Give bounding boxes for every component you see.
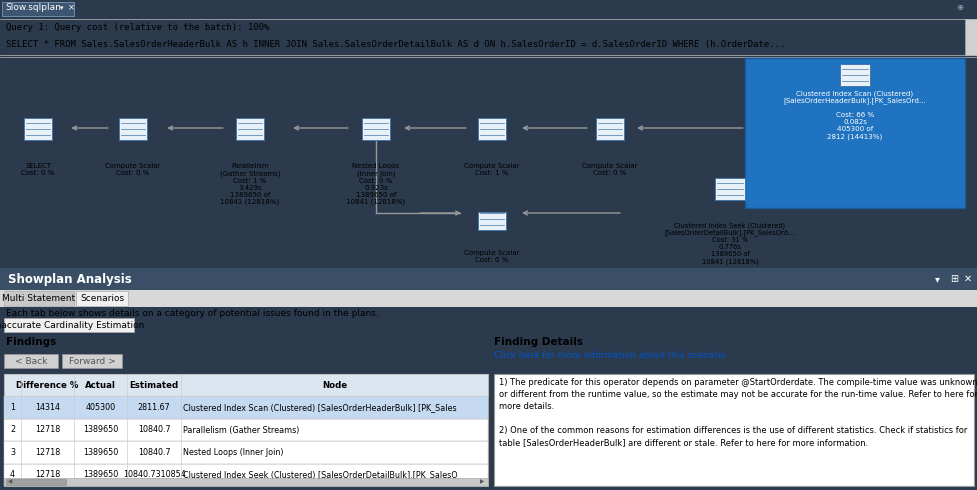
FancyBboxPatch shape [4, 318, 134, 332]
Bar [4, 478, 488, 486]
Text: Estimated: Estimated [129, 381, 179, 390]
Text: 10840.7: 10840.7 [138, 425, 170, 435]
Text: Clustered Index Seek (Clustered)
[SalesOrderDetailBulk].[PK_SalesOrd...
Cost: 31: Clustered Index Seek (Clustered) [SalesO… [664, 222, 794, 265]
Text: Query 1: Query cost (relative to the batch): 100%: Query 1: Query cost (relative to the bat… [6, 24, 269, 32]
Bar [6, 479, 65, 485]
Bar [4, 396, 488, 419]
Bar [0, 290, 977, 307]
Text: ▾: ▾ [934, 274, 939, 284]
Text: Compute Scalar
Cost: 0 %: Compute Scalar Cost: 0 % [106, 163, 160, 176]
Text: Findings: Findings [6, 337, 57, 347]
Text: Each tab below shows details on a category of potential issues found in the plan: Each tab below shows details on a catego… [6, 310, 378, 318]
Text: 2811.67: 2811.67 [138, 403, 170, 412]
Text: SELECT
Cost: 0 %: SELECT Cost: 0 % [21, 163, 55, 176]
Text: Clustered Index Seek (Clustered) [SalesOrderDetailBulk].[PK_SalesO: Clustered Index Seek (Clustered) [SalesO… [183, 470, 457, 479]
Bar [235, 118, 264, 140]
Text: ×: × [68, 3, 75, 13]
FancyBboxPatch shape [76, 291, 128, 306]
Bar [361, 118, 390, 140]
Text: 1389650: 1389650 [83, 470, 118, 479]
Text: ⊕: ⊕ [956, 3, 962, 13]
Text: Forward >: Forward > [68, 357, 115, 366]
Bar [595, 118, 623, 140]
Text: 14314: 14314 [35, 403, 60, 412]
FancyBboxPatch shape [4, 291, 74, 306]
Text: 2) One of the common reasons for estimation differences is the use of different : 2) One of the common reasons for estimat… [498, 426, 966, 447]
Bar [4, 374, 488, 396]
Text: ⊞: ⊞ [949, 274, 957, 284]
Bar [4, 419, 488, 441]
Text: ◀: ◀ [8, 480, 13, 485]
Bar [478, 212, 505, 230]
Text: 1: 1 [10, 403, 15, 412]
Bar [4, 441, 488, 464]
Text: < Back: < Back [15, 357, 47, 366]
Text: Clustered Index Scan (Clustered)
[SalesOrderHeaderBulk].[PK_SalesOrd...

Cost: 6: Clustered Index Scan (Clustered) [SalesO… [783, 90, 925, 140]
Text: Scenarios: Scenarios [80, 294, 124, 303]
Bar [478, 118, 505, 140]
Text: Node: Node [321, 381, 347, 390]
FancyBboxPatch shape [62, 354, 122, 368]
Bar [493, 374, 973, 486]
Bar [964, 19, 976, 55]
Text: 3: 3 [10, 448, 15, 457]
Text: Compute Scalar
Cost: 1 %: Compute Scalar Cost: 1 % [464, 163, 519, 176]
Text: 2: 2 [10, 425, 15, 435]
Text: 10840.7310854: 10840.7310854 [122, 470, 186, 479]
Text: Actual: Actual [85, 381, 116, 390]
Bar [714, 178, 744, 200]
FancyBboxPatch shape [4, 354, 58, 368]
Text: ▶: ▶ [480, 480, 484, 485]
Text: 1389650: 1389650 [83, 425, 118, 435]
Text: 4: 4 [10, 470, 15, 479]
Bar [4, 464, 488, 486]
Text: Nested Loops (Inner Join): Nested Loops (Inner Join) [183, 448, 283, 457]
Text: ▾: ▾ [60, 5, 64, 11]
Text: Clustered Index Scan (Clustered) [SalesOrderHeaderBulk] [PK_Sales: Clustered Index Scan (Clustered) [SalesO… [183, 403, 456, 412]
Bar [24, 118, 52, 140]
Text: 12718: 12718 [35, 448, 61, 457]
Text: Parallelism (Gather Streams): Parallelism (Gather Streams) [183, 425, 299, 435]
Bar [744, 58, 964, 208]
Bar [839, 64, 870, 86]
Text: 12718: 12718 [35, 470, 61, 479]
Text: Difference %: Difference % [17, 381, 79, 390]
Text: 10840.7: 10840.7 [138, 448, 170, 457]
Text: Showplan Analysis: Showplan Analysis [8, 272, 132, 286]
Text: SELECT * FROM Sales.SalesOrderHeaderBulk AS h INNER JOIN Sales.SalesOrderDetailB: SELECT * FROM Sales.SalesOrderHeaderBulk… [6, 40, 785, 49]
Text: 1) The predicate for this operator depends on parameter @StartOrderdate. The com: 1) The predicate for this operator depen… [498, 378, 977, 411]
Text: Click here for more information about this scenario: Click here for more information about th… [493, 350, 725, 360]
Text: Slow.sqlplan: Slow.sqlplan [5, 3, 61, 13]
Text: Nested Loops
(Inner Join)
Cost: 0 %
0.923s
1389650 of
10841 (12818%): Nested Loops (Inner Join) Cost: 0 % 0.92… [346, 163, 405, 205]
Text: Parallelism
(Gather Streams)
Cost: 1 %
3.429s
1389650 of
10841 (12818%): Parallelism (Gather Streams) Cost: 1 % 3… [220, 163, 280, 205]
Text: 405300: 405300 [86, 403, 115, 412]
Bar [4, 374, 488, 486]
Text: 12718: 12718 [35, 425, 61, 435]
Text: Finding Details: Finding Details [493, 337, 582, 347]
Text: ✕: ✕ [963, 274, 971, 284]
Text: Multi Statement: Multi Statement [2, 294, 75, 303]
FancyBboxPatch shape [2, 2, 74, 16]
Text: Compute Scalar
Cost: 0 %: Compute Scalar Cost: 0 % [581, 163, 637, 176]
Bar [119, 118, 147, 140]
Text: Inaccurate Cardinality Estimation: Inaccurate Cardinality Estimation [0, 320, 145, 329]
Text: Compute Scalar
Cost: 0 %: Compute Scalar Cost: 0 % [464, 250, 519, 263]
Bar [0, 268, 977, 290]
Text: 1389650: 1389650 [83, 448, 118, 457]
